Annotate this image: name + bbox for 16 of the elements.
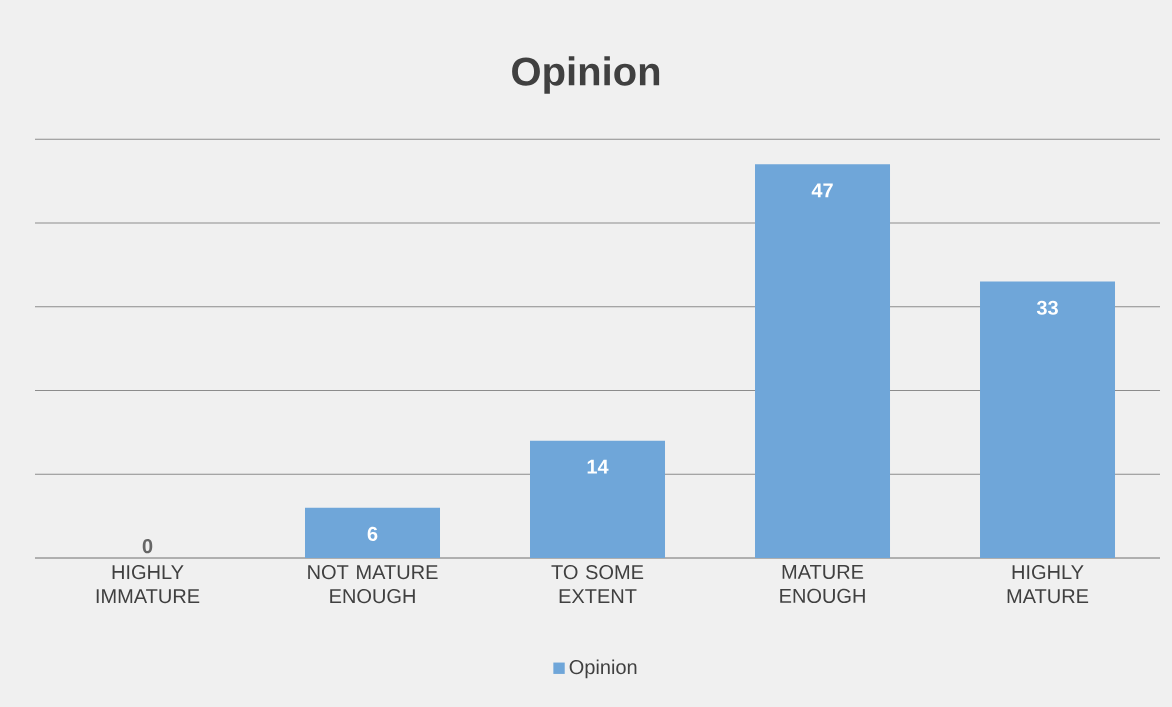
data-label: 47 xyxy=(811,183,833,198)
x-tick-label: HIGHLY IMMATURE xyxy=(96,565,200,604)
x-tick-label: TO SOME EXTENT xyxy=(551,565,644,604)
chart-title: Opinion xyxy=(512,56,660,94)
data-label: 0 xyxy=(142,539,153,554)
legend-label: Opinion xyxy=(569,659,637,679)
x-tick-label: NOT MATURE ENOUGH xyxy=(308,565,438,604)
x-tick-label: HIGHLY MATURE xyxy=(1007,565,1089,604)
bar xyxy=(980,281,1116,559)
bar xyxy=(755,164,891,559)
x-tick-label: MATURE ENOUGH xyxy=(780,565,865,604)
data-label: 33 xyxy=(1036,300,1058,315)
bar xyxy=(530,440,666,559)
data-label: 14 xyxy=(587,459,609,474)
data-label: 6 xyxy=(367,526,378,541)
bar xyxy=(305,507,440,559)
